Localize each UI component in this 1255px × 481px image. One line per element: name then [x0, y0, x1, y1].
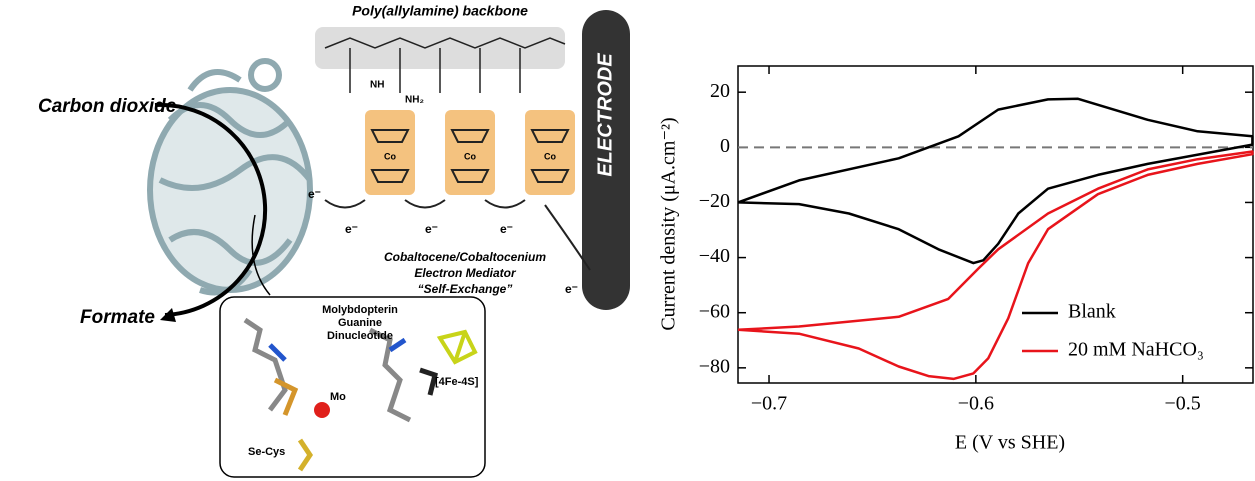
x-tick-label: −0.6 [958, 393, 994, 415]
y-tick-label: −20 [699, 190, 730, 212]
amide-label: NH [370, 80, 384, 91]
y-tick-label: −80 [699, 355, 730, 377]
x-tick-label: −0.5 [1165, 393, 1201, 415]
residue-label: Se-Cys [248, 446, 285, 458]
electrode-label: ELECTRODE [594, 53, 616, 177]
metal-label: Mo [330, 391, 346, 403]
x-axis-label: E (V vs SHE) [955, 432, 1065, 454]
figure: Carbon dioxide Formate Poly(allylamine) … [0, 0, 1255, 481]
electron-label: e⁻ [425, 222, 438, 236]
mo-atom [314, 402, 330, 418]
cofactor-label: Guanine [338, 317, 382, 329]
electron-label: e⁻ [565, 282, 578, 296]
x-tick-label: −0.7 [751, 393, 787, 415]
cobalt-label: Co [384, 151, 396, 161]
mechanism-diagram: Carbon dioxide Formate Poly(allylamine) … [0, 0, 640, 481]
y-tick-label: −60 [699, 300, 730, 322]
substrate-label: Carbon dioxide [38, 96, 177, 117]
y-axis-label: Current density (μA.cm⁻²) [658, 117, 680, 330]
curve [738, 99, 1252, 263]
legend-label: 20 mM NaHCO₃ [1068, 339, 1204, 361]
mediator-label: Electron Mediator [414, 266, 517, 280]
mediator-label: Cobaltocene/Cobaltocenium [384, 250, 546, 264]
electron-label: e⁻ [500, 222, 513, 236]
electron-label: e⁻ [308, 187, 321, 201]
product-label: Formate [80, 307, 155, 328]
arrowhead [160, 308, 176, 322]
electron-label: e⁻ [345, 222, 358, 236]
y-tick-label: 20 [710, 80, 730, 102]
mediator-label: “Self-Exchange” [418, 282, 513, 296]
cofactor-label: Molybdopterin [322, 304, 398, 316]
amine-label: NH₂ [405, 95, 424, 106]
legend-label: Blank [1068, 301, 1116, 323]
y-tick-label: 0 [720, 135, 730, 157]
chart: E (V vs SHE) Current density (μA.cm⁻²) 2… [640, 0, 1255, 481]
cofactor-label: Dinucleotide [327, 330, 393, 342]
cobalt-label: Co [464, 151, 476, 161]
backbone-label: Poly(allylamine) backbone [352, 3, 528, 19]
cobalt-label: Co [544, 151, 556, 161]
y-tick-label: −40 [699, 245, 730, 267]
plot-frame [738, 66, 1253, 383]
cluster-label: [4Fe-4S] [435, 376, 479, 388]
